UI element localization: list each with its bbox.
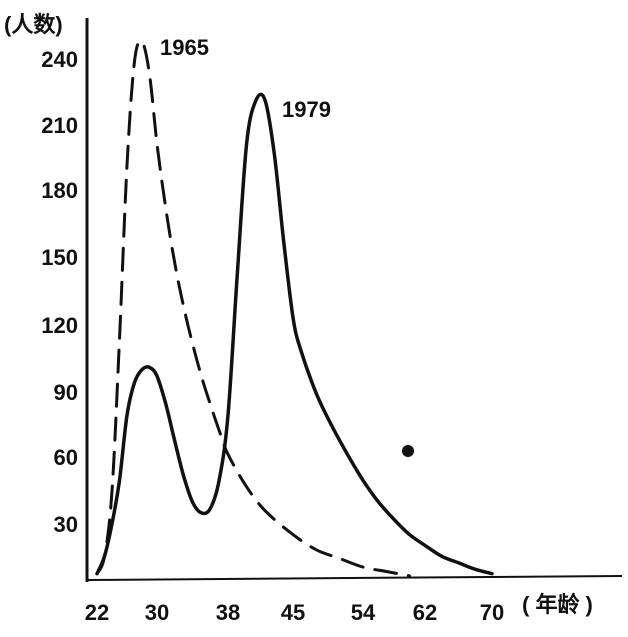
- y-axis-label: (人数): [4, 12, 63, 37]
- x-tick-label: 54: [351, 600, 376, 625]
- series-label-1979: 1979: [282, 97, 331, 122]
- ink-spot: [402, 445, 414, 457]
- series-label-1965: 1965: [160, 35, 209, 60]
- y-tick-label: 60: [54, 445, 78, 470]
- x-tick-labels: 22 30 38 45 54 62 70: [85, 600, 504, 625]
- y-tick-labels: 30 60 90 120 150 180 210 240: [41, 47, 78, 537]
- x-axis-line: [86, 575, 623, 581]
- y-tick-label: 90: [54, 380, 78, 405]
- x-tick-label: 62: [413, 600, 437, 625]
- y-tick-label: 30: [54, 512, 78, 537]
- y-tick-label: 240: [41, 47, 78, 72]
- x-axis-label: ( 年龄 ): [522, 592, 593, 617]
- x-tick-label: 45: [281, 600, 305, 625]
- y-tick-label: 120: [41, 313, 78, 338]
- series-line-1965: [95, 39, 411, 578]
- x-tick-label: 38: [216, 600, 240, 625]
- y-tick-label: 210: [41, 113, 78, 138]
- y-tick-label: 150: [41, 245, 78, 270]
- series-line-1979: [95, 92, 494, 576]
- x-tick-label: 30: [145, 600, 169, 625]
- x-tick-label: 70: [480, 600, 504, 625]
- y-tick-label: 180: [41, 178, 78, 203]
- x-tick-label: 22: [85, 600, 109, 625]
